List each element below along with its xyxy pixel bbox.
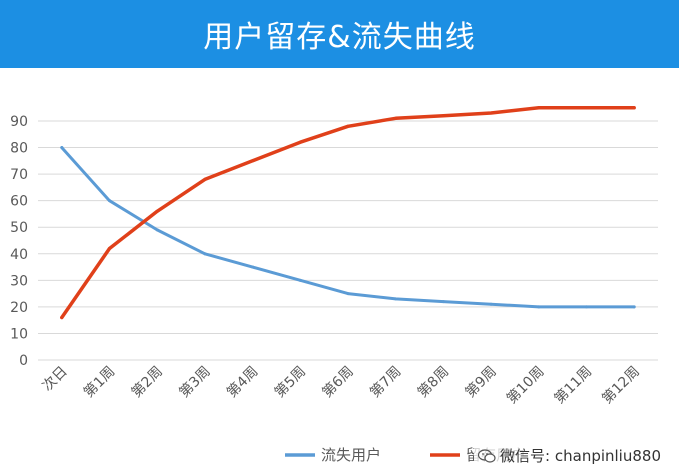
y-tick-label: 90 xyxy=(10,114,28,130)
data-point xyxy=(489,111,493,115)
data-point xyxy=(394,116,398,120)
data-point xyxy=(584,106,588,110)
y-tick-label: 0 xyxy=(19,353,28,369)
data-point xyxy=(60,146,64,150)
y-tick-label: 80 xyxy=(10,141,28,157)
y-tick-label: 70 xyxy=(10,167,28,183)
data-point xyxy=(203,177,207,181)
title-bar: 用户留存&流失曲线 xyxy=(0,0,679,68)
data-point xyxy=(251,159,255,163)
y-tick-label: 10 xyxy=(10,326,28,342)
x-tick-label: 次日 xyxy=(40,364,71,395)
x-tick-label: 第2周 xyxy=(128,363,166,401)
data-point xyxy=(441,300,445,304)
wechat-icon xyxy=(478,448,496,463)
legend-label: 流失用户 xyxy=(321,446,381,464)
x-tick-label: 第3周 xyxy=(176,363,214,401)
x-tick-label: 第7周 xyxy=(366,363,404,401)
chart-title: 用户留存&流失曲线 xyxy=(203,20,476,55)
x-tick-label: 第4周 xyxy=(223,363,261,401)
x-tick-label: 第8周 xyxy=(414,363,452,401)
x-tick-label: 第1周 xyxy=(80,363,118,401)
data-point xyxy=(108,199,112,203)
data-point xyxy=(298,140,302,144)
series-line-2 xyxy=(60,105,636,320)
data-point xyxy=(298,278,302,282)
line-chart: 0102030405060708090次日 第1周 第2周 第3周 第4周 第5周 第6周第… xyxy=(10,105,658,464)
data-point xyxy=(537,106,541,110)
y-tick-label: 60 xyxy=(10,194,28,210)
x-tick-label: 第10周 xyxy=(503,363,547,407)
y-tick-label: 20 xyxy=(10,300,28,316)
x-tick-label: 第9周 xyxy=(462,363,500,401)
data-point xyxy=(489,302,493,306)
x-tick-label: 第11周 xyxy=(551,363,595,407)
data-point xyxy=(155,209,159,213)
data-point xyxy=(60,316,64,320)
data-point xyxy=(394,297,398,301)
x-tick-label: 第12周 xyxy=(599,363,643,407)
watermark-text: 微信号: chanpinliu880 xyxy=(500,447,661,465)
data-point xyxy=(155,228,159,232)
watermark: 微信号: chanpinliu880 xyxy=(474,444,665,467)
data-point xyxy=(346,124,350,128)
data-point xyxy=(346,292,350,296)
data-point xyxy=(537,305,541,309)
x-tick-label: 第6周 xyxy=(319,363,357,401)
data-point xyxy=(203,252,207,256)
y-tick-label: 40 xyxy=(10,247,28,263)
data-point xyxy=(251,265,255,269)
data-point xyxy=(441,114,445,118)
data-point xyxy=(108,246,112,250)
data-point xyxy=(584,305,588,309)
y-tick-label: 50 xyxy=(10,220,28,236)
data-point xyxy=(632,305,636,309)
y-tick-label: 30 xyxy=(10,273,28,289)
data-point xyxy=(632,106,636,110)
x-tick-label: 第5周 xyxy=(271,363,309,401)
